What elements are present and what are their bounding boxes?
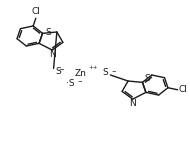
- Text: S: S: [55, 67, 61, 76]
- Text: Cl: Cl: [179, 85, 188, 94]
- Text: Zn: Zn: [75, 69, 87, 78]
- Text: S: S: [144, 74, 150, 83]
- Text: N: N: [129, 99, 135, 108]
- Text: ·S: ·S: [66, 79, 75, 88]
- Text: S: S: [46, 27, 51, 36]
- Text: N: N: [50, 50, 56, 59]
- Text: −: −: [112, 68, 116, 73]
- Text: ++: ++: [88, 65, 98, 70]
- Text: −: −: [78, 78, 82, 83]
- Text: −: −: [59, 67, 65, 73]
- Text: Cl: Cl: [31, 7, 40, 16]
- Text: S: S: [103, 68, 108, 77]
